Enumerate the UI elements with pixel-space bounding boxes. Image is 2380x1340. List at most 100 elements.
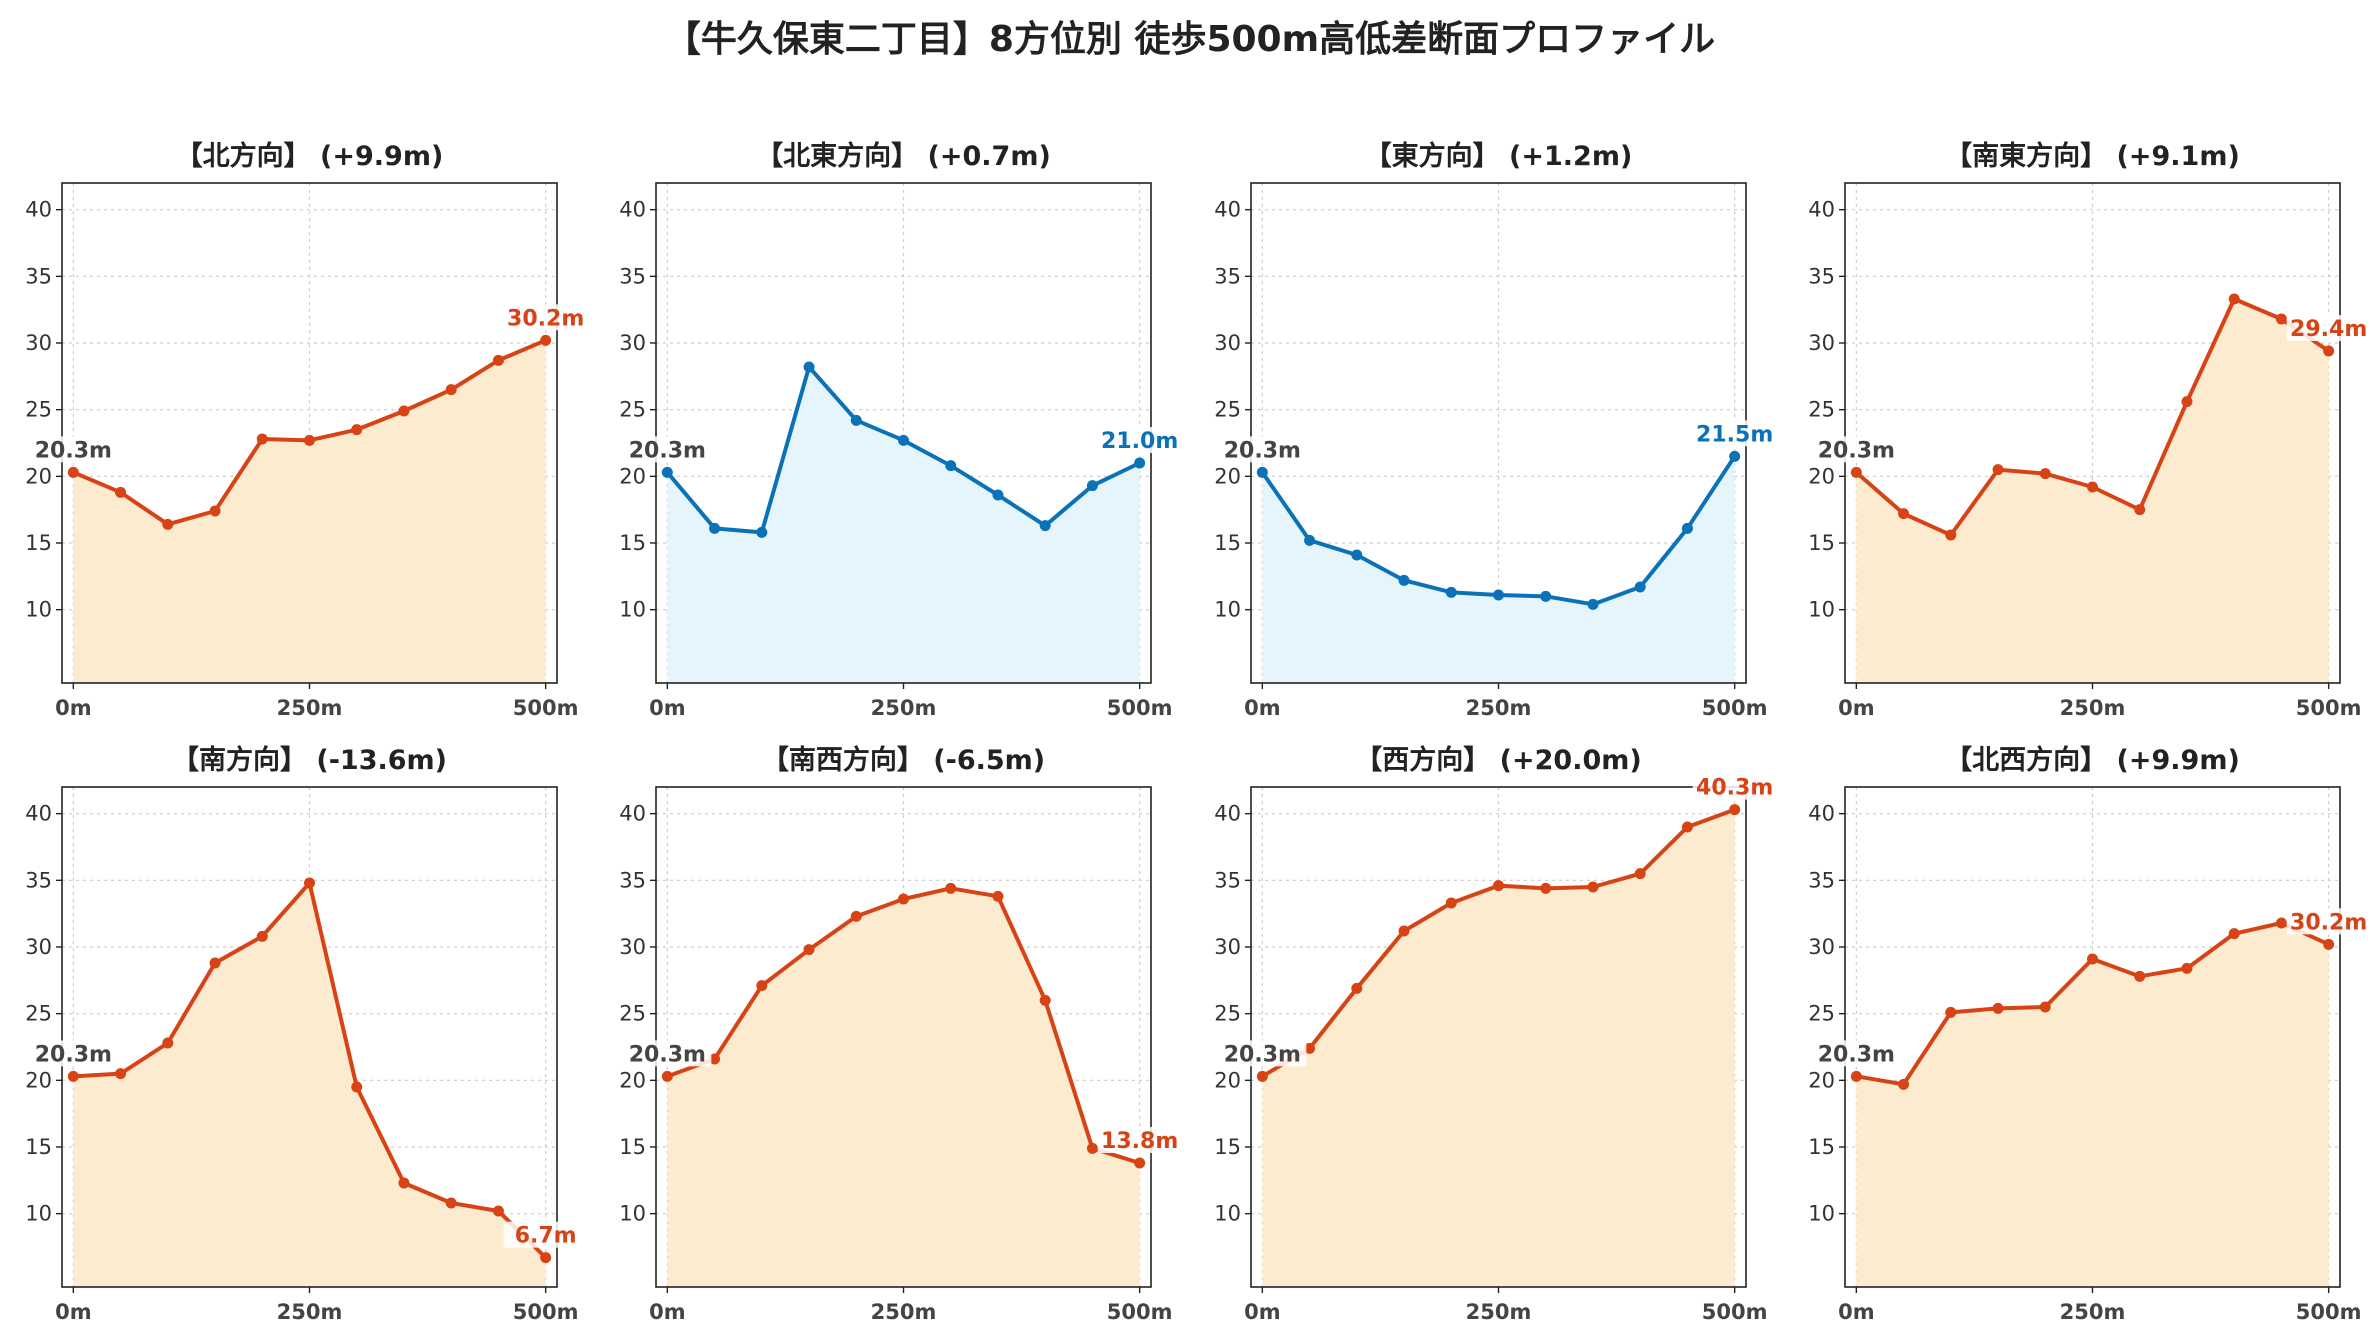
start-label-bg [29, 436, 118, 463]
area-fill [1262, 456, 1735, 683]
data-point [1304, 1042, 1316, 1054]
x-tick-label: 0m [1244, 1300, 1281, 1324]
data-point [162, 518, 174, 530]
data-point [256, 930, 268, 942]
chart-panel-7: 【北西方向】 (+9.9m) 10 15 20 25 30 35 40 0m 250m 500m 20… [1808, 744, 2371, 1324]
start-label: 20.3m [1224, 438, 1301, 463]
data-point [850, 910, 862, 922]
x-tick-label: 250m [2060, 696, 2126, 720]
area-fill [667, 888, 1140, 1287]
data-point [1304, 534, 1316, 546]
data-point [1992, 464, 2004, 476]
data-point [898, 434, 909, 446]
y-tick-label: 40 [25, 198, 52, 222]
x-tick-label: 500m [2296, 1300, 2362, 1324]
data-point [1493, 589, 1504, 601]
x-tick-label: 500m [2296, 696, 2362, 720]
y-tick-label: 15 [619, 1135, 646, 1159]
data-point [850, 414, 862, 426]
data-point [1945, 529, 1957, 541]
x-tick-label: 500m [513, 1300, 579, 1324]
end-label-bg [2286, 315, 2371, 341]
end-label-bg [1097, 1127, 1182, 1153]
data-point [1134, 1157, 1146, 1169]
panel-title: 【南西方向】 (-6.5m) [762, 744, 1045, 776]
data-point [2087, 481, 2098, 493]
y-tick-label: 20 [25, 464, 52, 488]
start-label: 20.3m [629, 1042, 706, 1067]
data-point [992, 489, 1004, 501]
panel-title: 【北方向】 (+9.9m) [176, 140, 444, 172]
start-label: 20.3m [629, 438, 706, 463]
data-point [1039, 520, 1051, 532]
y-tick-label: 25 [1214, 398, 1241, 422]
x-tick-label: 500m [513, 696, 579, 720]
chart-panel-3: 【南東方向】 (+9.1m) 10 15 20 25 30 35 40 0m 250m 500m 20… [1808, 140, 2371, 720]
end-label: 6.7m [515, 1224, 577, 1249]
data-point [115, 486, 127, 498]
chart-panel-5: 【南西方向】 (-6.5m) 10 15 20 25 30 35 40 0m 250m 500m 20… [619, 744, 1182, 1324]
data-point [1898, 508, 1910, 520]
panel-title: 【西方向】 (+20.0m) [1355, 744, 1641, 776]
x-tick-label: 500m [1107, 696, 1173, 720]
end-label: 21.0m [1101, 429, 1178, 454]
y-tick-label: 15 [1214, 1135, 1241, 1159]
data-point [2181, 396, 2193, 408]
data-point [445, 384, 457, 396]
panel-title: 【東方向】 (+1.2m) [1365, 140, 1633, 172]
y-tick-label: 25 [25, 1002, 52, 1026]
x-tick-label: 0m [1838, 696, 1875, 720]
data-point [2134, 504, 2146, 516]
y-tick-label: 10 [25, 598, 52, 622]
y-tick-label: 30 [619, 935, 646, 959]
data-point [756, 526, 768, 538]
y-tick-label: 25 [1808, 398, 1835, 422]
data-point [67, 1070, 79, 1082]
data-point [1086, 480, 1098, 492]
data-point [1681, 821, 1693, 833]
data-point [2275, 917, 2287, 929]
x-tick-label: 0m [649, 1300, 686, 1324]
y-tick-label: 40 [1214, 802, 1241, 826]
y-tick-label: 10 [1214, 598, 1241, 622]
x-tick-label: 250m [277, 696, 343, 720]
y-tick-label: 25 [619, 1002, 646, 1026]
y-tick-label: 15 [25, 1135, 52, 1159]
x-tick-label: 250m [2060, 1300, 2126, 1324]
data-point [1445, 586, 1457, 598]
x-tick-label: 250m [871, 1300, 937, 1324]
end-label-bg [2286, 908, 2371, 935]
data-point [1445, 897, 1457, 909]
y-tick-label: 10 [1808, 1202, 1835, 1226]
start-label-bg [623, 436, 712, 463]
panel-title: 【北西方向】 (+9.9m) [1945, 744, 2240, 776]
data-point [945, 460, 957, 472]
y-tick-label: 25 [1808, 1002, 1835, 1026]
y-tick-label: 35 [619, 868, 646, 892]
end-label: 13.8m [1101, 1129, 1178, 1154]
start-label: 20.3m [1224, 1042, 1301, 1067]
y-tick-label: 10 [619, 598, 646, 622]
data-point [2087, 953, 2098, 965]
y-tick-label: 35 [1214, 264, 1241, 288]
data-point [1587, 881, 1599, 893]
y-tick-label: 20 [619, 1068, 646, 1092]
y-tick-label: 10 [1214, 1202, 1241, 1226]
y-tick-label: 40 [1214, 198, 1241, 222]
y-tick-label: 35 [1808, 264, 1835, 288]
figure-title: 【牛久保東二丁目】8方位別 徒歩500m高低差断面プロファイル [664, 19, 1716, 60]
y-tick-label: 30 [25, 935, 52, 959]
y-tick-label: 35 [619, 264, 646, 288]
area-fill [1856, 923, 2329, 1287]
y-tick-label: 25 [619, 398, 646, 422]
end-label-bg [503, 304, 588, 331]
data-point [1945, 1006, 1957, 1018]
y-tick-label: 40 [1808, 802, 1835, 826]
y-tick-label: 40 [25, 802, 52, 826]
chart-panel-4: 【南方向】 (-13.6m) 10 15 20 25 30 35 40 0m 250m 500m 20… [25, 744, 588, 1324]
y-tick-label: 15 [1214, 531, 1241, 555]
data-point [1351, 982, 1363, 994]
end-label-bg [1692, 420, 1777, 447]
data-point [1898, 1078, 1910, 1090]
y-tick-label: 35 [1808, 868, 1835, 892]
